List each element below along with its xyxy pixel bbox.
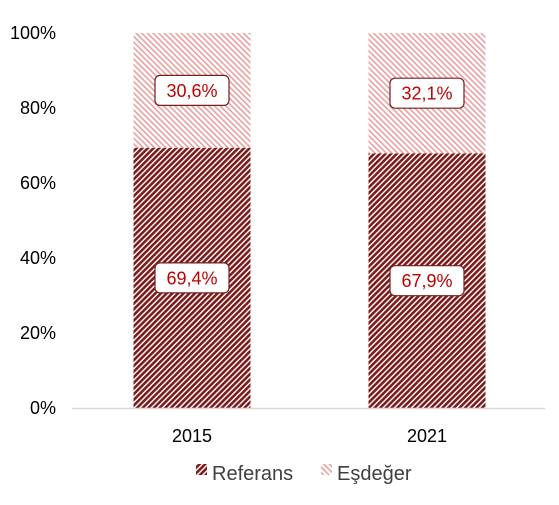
- data-label-text: 69,4%: [166, 268, 217, 288]
- data-label-box: [154, 74, 230, 106]
- data-label-text: 32,1%: [401, 84, 452, 104]
- data-label-text: 30,6%: [166, 81, 217, 101]
- y-axis: 0% 20% 40% 60% 80% 100%: [10, 23, 56, 418]
- legend-item: Eşdeğer: [321, 463, 412, 485]
- data-label-text: 67,9%: [401, 271, 452, 291]
- y-tick-label: 60%: [20, 173, 56, 193]
- data-label: 67,9%: [389, 265, 465, 297]
- y-tick-label: 20%: [20, 323, 56, 343]
- data-label: 69,4%: [154, 262, 230, 294]
- legend-item: Referans: [196, 463, 293, 485]
- data-label: 32,1%: [389, 77, 465, 109]
- y-tick-label: 100%: [10, 23, 56, 43]
- data-label-box: [389, 265, 465, 297]
- y-tick-label: 40%: [20, 248, 56, 268]
- y-tick-label: 80%: [20, 98, 56, 118]
- data-labels: 69,4% 30,6% 67,9% 32,1%: [154, 74, 465, 297]
- data-label: 30,6%: [154, 74, 230, 106]
- y-tick-label: 0%: [30, 398, 56, 418]
- legend-label: Referans: [212, 463, 293, 485]
- legend: Referans Eşdeğer: [196, 463, 412, 485]
- legend-swatch: [321, 464, 332, 475]
- data-label-box: [389, 77, 465, 109]
- data-label-box: [154, 262, 230, 294]
- x-tick-label: 2015: [172, 426, 212, 446]
- x-tick-label: 2021: [407, 426, 447, 446]
- legend-swatch: [196, 464, 207, 475]
- x-axis-labels: 2015 2021: [172, 426, 447, 446]
- legend-label: Eşdeğer: [337, 463, 412, 485]
